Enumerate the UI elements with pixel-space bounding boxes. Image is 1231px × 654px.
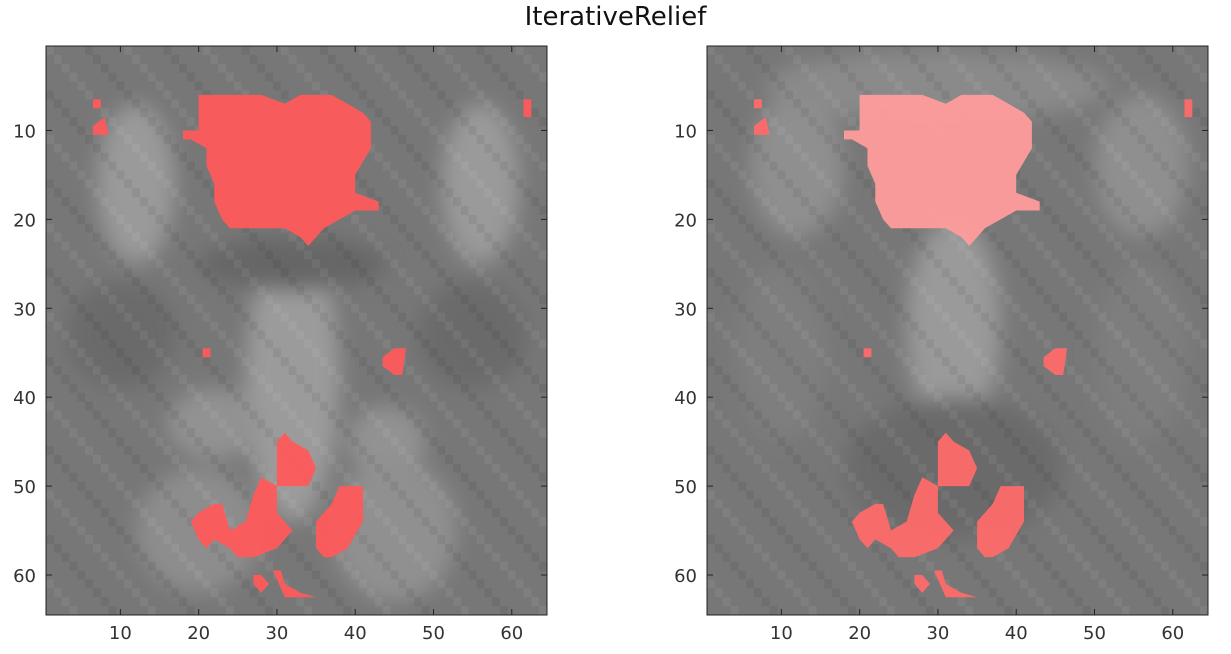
overlay-region — [754, 117, 770, 135]
x-tick-label: 30 — [265, 623, 288, 644]
x-tick-label: 40 — [344, 623, 367, 644]
overlay-region — [754, 99, 762, 109]
overlay-region — [1043, 348, 1068, 375]
right-axes-frame — [706, 45, 1209, 616]
x-tick-label: 50 — [422, 623, 445, 644]
overlay-region — [1184, 99, 1193, 118]
x-tick-label: 10 — [770, 623, 793, 644]
overlay-region — [863, 348, 872, 358]
right-image-area — [707, 46, 1208, 615]
y-tick-label: 10 — [674, 121, 697, 142]
overlay-region — [93, 99, 101, 109]
overlay-region — [382, 348, 407, 375]
left-axes-frame — [45, 45, 548, 616]
y-tick-label: 30 — [674, 299, 697, 320]
x-tick-label: 10 — [109, 623, 132, 644]
x-tick-label: 60 — [1161, 623, 1184, 644]
y-tick-label: 20 — [674, 210, 697, 231]
y-tick-label: 50 — [13, 477, 36, 498]
x-tick-label: 60 — [500, 623, 523, 644]
y-tick-label: 40 — [13, 388, 36, 409]
overlay-region — [273, 570, 317, 598]
overlay-region — [977, 486, 1024, 558]
x-tick-label: 50 — [1083, 623, 1106, 644]
overlay-region — [914, 575, 931, 593]
y-tick-label: 30 — [13, 299, 36, 320]
overlay-region — [844, 94, 1040, 247]
overlay-region — [276, 432, 317, 487]
overlay-region — [93, 117, 109, 135]
y-tick-label: 50 — [674, 477, 697, 498]
x-tick-label: 20 — [187, 623, 210, 644]
x-tick-label: 20 — [848, 623, 871, 644]
overlay-region — [190, 477, 293, 558]
overlay-region — [523, 99, 532, 118]
y-tick-label: 20 — [13, 210, 36, 231]
figure-title: IterativeRelief — [524, 2, 707, 32]
x-tick-label: 30 — [926, 623, 949, 644]
x-tick-label: 40 — [1005, 623, 1028, 644]
y-tick-label: 60 — [13, 566, 36, 587]
overlay-region — [937, 432, 978, 487]
overlay-region — [316, 486, 363, 558]
left-image-area — [46, 46, 547, 615]
overlay-region — [934, 570, 978, 598]
y-tick-label: 10 — [13, 121, 36, 142]
overlay-region — [202, 348, 211, 358]
overlay-region — [851, 477, 954, 558]
overlay-region — [253, 575, 270, 593]
y-tick-label: 40 — [674, 388, 697, 409]
overlay-region — [183, 94, 379, 247]
y-tick-label: 60 — [674, 566, 697, 587]
